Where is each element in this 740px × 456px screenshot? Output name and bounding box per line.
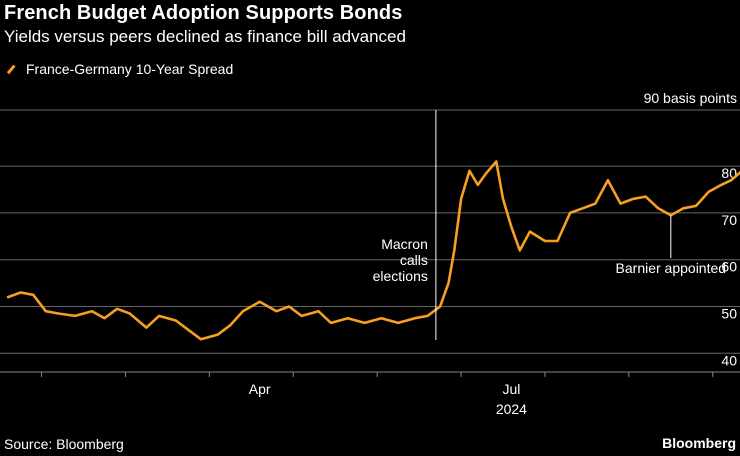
y-axis-unit-label: 90 basis points <box>644 90 737 106</box>
annotation-label-macron: calls <box>400 252 428 268</box>
chart-subtitle: Yields versus peers declined as finance … <box>4 27 406 46</box>
annotation-label-barnier: Barnier appointed <box>616 260 727 276</box>
annotation-label-macron: elections <box>373 268 428 284</box>
chart-title: French Budget Adoption Supports Bonds <box>4 2 403 24</box>
legend: France-Germany 10-Year Spread <box>4 61 233 77</box>
annotation-label-macron: Macron <box>381 236 428 252</box>
y-tick-label: 40 <box>721 352 737 368</box>
source-note: Source: Bloomberg <box>4 436 124 452</box>
brand-logo: Bloomberg <box>662 435 736 451</box>
x-tick-label: Jul <box>502 381 520 397</box>
x-year-label: 2024 <box>496 401 527 417</box>
y-tick-label: 60 <box>721 259 737 275</box>
y-tick-label: 50 <box>721 306 737 322</box>
y-tick-label: 70 <box>721 212 737 228</box>
series-line <box>6 160 740 341</box>
x-tick-label: Apr <box>249 381 271 397</box>
legend-label: France-Germany 10-Year Spread <box>26 61 234 77</box>
